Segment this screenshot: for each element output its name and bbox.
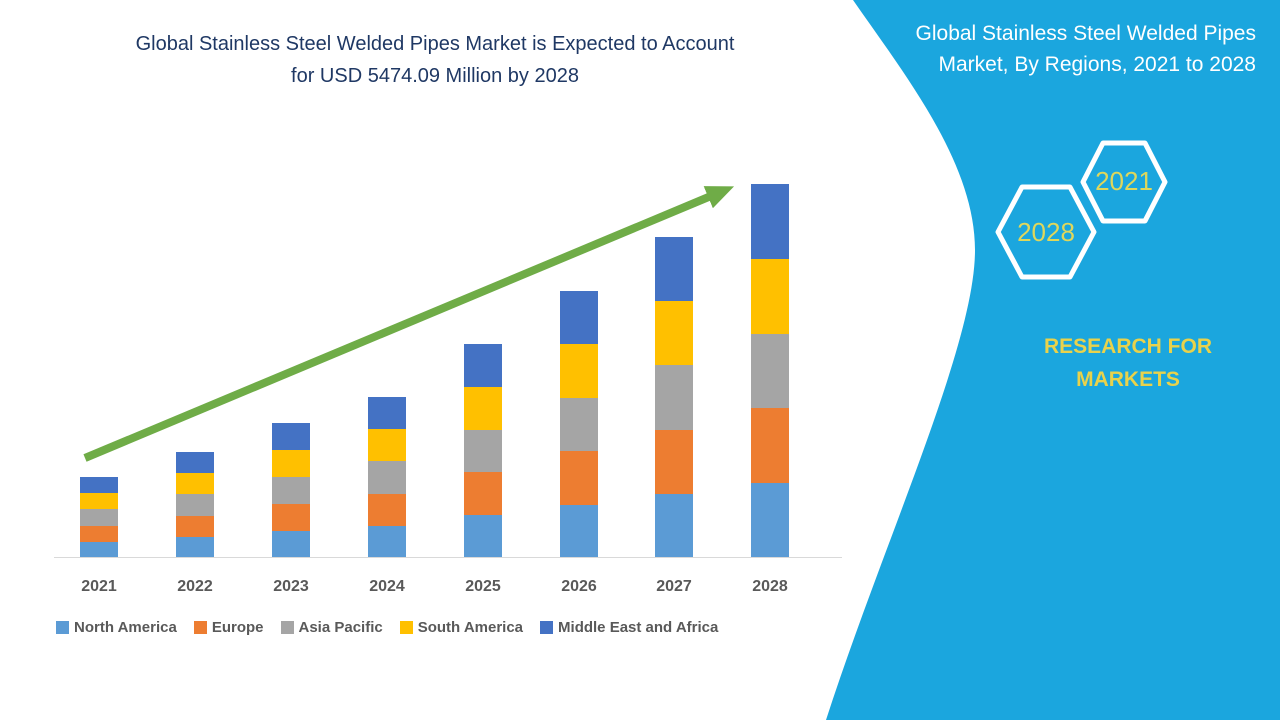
legend-swatch bbox=[56, 621, 69, 634]
bar-segment-asia-pacific bbox=[751, 333, 789, 409]
bar-2027 bbox=[655, 236, 693, 558]
bar-segment-asia-pacific bbox=[80, 509, 118, 526]
bar-segment-middle-east-and-africa bbox=[751, 184, 789, 259]
bar-segment-middle-east-and-africa bbox=[80, 477, 118, 494]
legend-label: North America bbox=[74, 619, 177, 636]
bar-segment-north-america bbox=[655, 493, 693, 558]
bar-segment-south-america bbox=[176, 473, 214, 495]
x-axis-label-2025: 2025 bbox=[465, 578, 501, 595]
hexagon-2028-label: 2028 bbox=[1017, 217, 1075, 247]
bar-segment-south-america bbox=[655, 301, 693, 366]
bar-segment-south-america bbox=[80, 493, 118, 510]
bar-segment-europe bbox=[80, 525, 118, 542]
bar-segment-asia-pacific bbox=[464, 429, 502, 473]
bar-segment-europe bbox=[560, 451, 598, 505]
bar-segment-middle-east-and-africa bbox=[176, 452, 214, 474]
x-axis-label-2023: 2023 bbox=[273, 578, 309, 595]
x-axis-label-2022: 2022 bbox=[177, 578, 213, 595]
legend-label: Middle East and Africa bbox=[558, 619, 719, 636]
bar-segment-south-america bbox=[272, 450, 310, 478]
bar-2023 bbox=[272, 423, 310, 558]
legend-swatch bbox=[399, 621, 413, 634]
bar-2025 bbox=[464, 344, 502, 558]
bar-segment-north-america bbox=[751, 483, 789, 558]
legend-label: South America bbox=[417, 619, 524, 636]
legend-item-middle-east-and-africa: Middle East and Africa bbox=[540, 619, 718, 636]
bar-2028 bbox=[751, 184, 789, 558]
x-axis-line bbox=[54, 557, 842, 558]
legend-item-south-america: South America bbox=[399, 619, 524, 636]
bar-segment-south-america bbox=[560, 344, 598, 398]
bar-segment-europe bbox=[751, 408, 789, 484]
x-axis-label-2024: 2024 bbox=[369, 578, 405, 595]
bar-2021 bbox=[80, 477, 118, 558]
bar-segment-north-america bbox=[80, 541, 118, 558]
legend-label: Europe bbox=[211, 619, 264, 636]
bar-segment-north-america bbox=[464, 515, 502, 558]
x-axis-label-2028: 2028 bbox=[752, 578, 788, 595]
hexagon-2021-outline bbox=[1080, 140, 1168, 224]
x-axis-label-2027: 2027 bbox=[656, 578, 692, 595]
bar-segment-middle-east-and-africa bbox=[368, 397, 406, 430]
bar-segment-europe bbox=[368, 493, 406, 526]
legend-item-asia-pacific: Asia Pacific bbox=[280, 619, 383, 636]
legend-swatch bbox=[193, 621, 207, 634]
bar-segment-south-america bbox=[464, 386, 502, 430]
bar-segment-asia-pacific bbox=[272, 477, 310, 505]
bar-segment-asia-pacific bbox=[368, 461, 406, 494]
bar-segment-north-america bbox=[368, 525, 406, 558]
bar-segment-asia-pacific bbox=[176, 494, 214, 516]
bar-2022 bbox=[176, 452, 214, 558]
bar-segment-europe bbox=[655, 429, 693, 494]
legend-swatch bbox=[540, 621, 554, 634]
bar-segment-asia-pacific bbox=[560, 397, 598, 452]
x-axis-label-2026: 2026 bbox=[561, 578, 597, 595]
legend-item-north-america: North America bbox=[56, 619, 177, 636]
legend-swatch bbox=[280, 621, 294, 634]
bar-2024 bbox=[368, 397, 406, 558]
trend-arrow bbox=[83, 186, 735, 462]
bar-segment-north-america bbox=[272, 531, 310, 558]
bar-segment-north-america bbox=[560, 504, 598, 558]
bar-segment-europe bbox=[176, 515, 214, 537]
hexagon-2021-label: 2021 bbox=[1095, 166, 1153, 196]
bar-segment-europe bbox=[464, 472, 502, 516]
bar-segment-middle-east-and-africa bbox=[560, 290, 598, 345]
legend-item-europe: Europe bbox=[193, 619, 264, 636]
brand-name: RESEARCH FOR MARKETS bbox=[1043, 335, 1212, 391]
chart-legend: North America Europe Asia Pacific South Ame… bbox=[56, 619, 718, 636]
bar-segment-middle-east-and-africa bbox=[464, 344, 502, 387]
bar-segment-south-america bbox=[368, 429, 406, 462]
bar-segment-middle-east-and-africa bbox=[272, 423, 310, 451]
chart-title: Global Stainless Steel Welded Pipes Mark… bbox=[135, 33, 735, 87]
bar-segment-europe bbox=[272, 504, 310, 532]
bar-segment-north-america bbox=[176, 536, 214, 558]
bar-2026 bbox=[560, 290, 598, 558]
x-axis-label-2021: 2021 bbox=[81, 578, 117, 595]
sidebar-title: Global Stainless Steel Welded Pipes Mark… bbox=[915, 22, 1256, 76]
legend-label: Asia Pacific bbox=[298, 619, 383, 636]
bar-segment-middle-east-and-africa bbox=[655, 236, 693, 302]
hexagon-2028-outline bbox=[995, 184, 1097, 280]
bar-segment-asia-pacific bbox=[655, 365, 693, 430]
bar-segment-south-america bbox=[751, 258, 789, 334]
